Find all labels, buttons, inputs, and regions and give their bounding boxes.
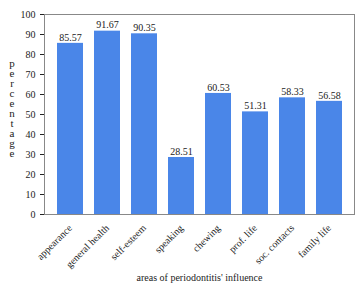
svg-text:0: 0	[31, 209, 36, 220]
html-text:e: e	[9, 67, 15, 79]
svg-text:chewing: chewing	[190, 222, 222, 254]
html-text:a: a	[9, 127, 15, 139]
svg-text:90: 90	[26, 29, 36, 40]
html-text:p: p	[9, 57, 15, 69]
svg-text:60: 60	[26, 89, 36, 100]
svg-text:areas of periodontitis' influe: areas of periodontitis' influence	[137, 272, 263, 283]
svg-text:self-esteem: self-esteem	[108, 222, 148, 262]
svg-text:speaking: speaking	[152, 222, 185, 255]
html-text:g: g	[9, 137, 15, 149]
svg-text:prof. life: prof. life	[227, 222, 260, 255]
svg-text:soc. contacts: soc. contacts	[252, 222, 296, 266]
svg-text:50: 50	[26, 109, 36, 120]
svg-text:20: 20	[26, 169, 36, 180]
svg-text:80: 80	[26, 49, 36, 60]
html-text:e: e	[9, 147, 15, 159]
svg-text:58.33: 58.33	[281, 86, 304, 97]
svg-text:91.67: 91.67	[96, 19, 119, 30]
html-text:c: c	[9, 87, 15, 99]
html-text:t: t	[10, 117, 14, 129]
html-text:e: e	[9, 97, 15, 109]
svg-text:10: 10	[26, 189, 36, 200]
svg-text:70: 70	[26, 69, 36, 80]
svg-text:appearance: appearance	[34, 222, 75, 262]
svg-text:40: 40	[26, 129, 36, 140]
svg-text:90.35: 90.35	[133, 22, 156, 33]
svg-text:100: 100	[21, 9, 36, 20]
svg-text:general health: general health	[64, 222, 112, 270]
svg-text:60.53: 60.53	[207, 82, 230, 93]
html-text:n: n	[9, 107, 15, 119]
svg-text:56.58: 56.58	[318, 90, 341, 101]
svg-text:28.51: 28.51	[170, 146, 193, 157]
svg-text:51.31: 51.31	[244, 100, 267, 111]
svg-text:85.57: 85.57	[59, 32, 82, 43]
svg-text:family life: family life	[296, 222, 334, 260]
html-text:r: r	[10, 77, 14, 89]
svg-text:30: 30	[26, 149, 36, 160]
